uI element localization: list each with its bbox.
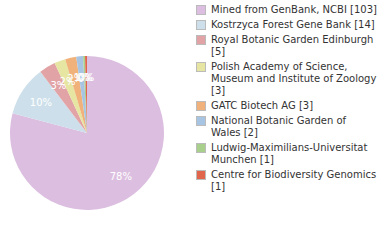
html-text:Royal Botanic Garden Edinburgh: Royal Botanic Garden Edinburgh [5]: [211, 34, 374, 57]
html-text:GATC Biotech AG [3]: GATC Biotech AG [3]: [211, 100, 314, 111]
html-text:Centre for Biodiversity Genomi: Centre for Biodiversity Genomics [1]: [211, 169, 377, 192]
html-text:Kostrzyca Forest Gene Bank [14: Kostrzyca Forest Gene Bank [14]: [211, 19, 375, 30]
html-text:Polish Academy of Science, Mus: Polish Academy of Science, Museum and In…: [211, 61, 377, 96]
html-text:Ludwig-Maximilians-Universitat: Ludwig-Maximilians-Universitat Munchen […: [211, 142, 368, 165]
html-text:National Botanic Garden of Wal: National Botanic Garden of Wales [2]: [211, 115, 347, 138]
html-text:Mined from GenBank, NCBI [103]: Mined from GenBank, NCBI [103]: [211, 4, 377, 15]
svg-text:78%: 78%: [110, 171, 132, 182]
svg-text:10%: 10%: [30, 97, 52, 108]
svg-text:3%: 3%: [50, 80, 67, 91]
svg-text:0%: 0%: [78, 72, 94, 83]
